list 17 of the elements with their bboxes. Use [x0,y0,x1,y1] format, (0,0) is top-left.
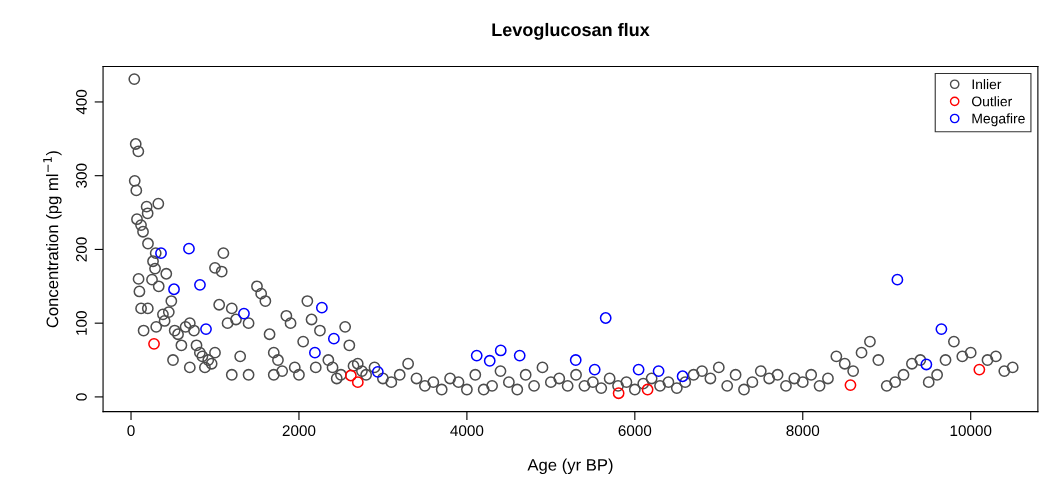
y-tick-label: 200 [76,237,87,262]
y-tick-label: 100 [76,311,87,335]
x-axis-title: Age (yr BP) [527,458,613,475]
x-tick-label: 8000 [786,425,820,437]
legend-label: Inlier [972,79,1002,90]
y-tick-label: 0 [76,393,87,401]
x-tick-label: 4000 [450,425,484,437]
x-tick-label: 2000 [282,425,316,437]
x-tick-label: 0 [127,425,135,437]
x-tick-label: 10000 [950,425,992,437]
legend-label: Megafire [972,113,1025,127]
y-axis-title: Concentration (pg ml$^{−1}$) [43,151,62,328]
chart-title: Levoglucosan flux [492,22,650,40]
legend-label: Outlier [972,96,1013,107]
y-tick-label: 400 [76,89,87,115]
y-tick-label: 300 [76,163,87,188]
x-tick-label: 6000 [618,425,652,437]
